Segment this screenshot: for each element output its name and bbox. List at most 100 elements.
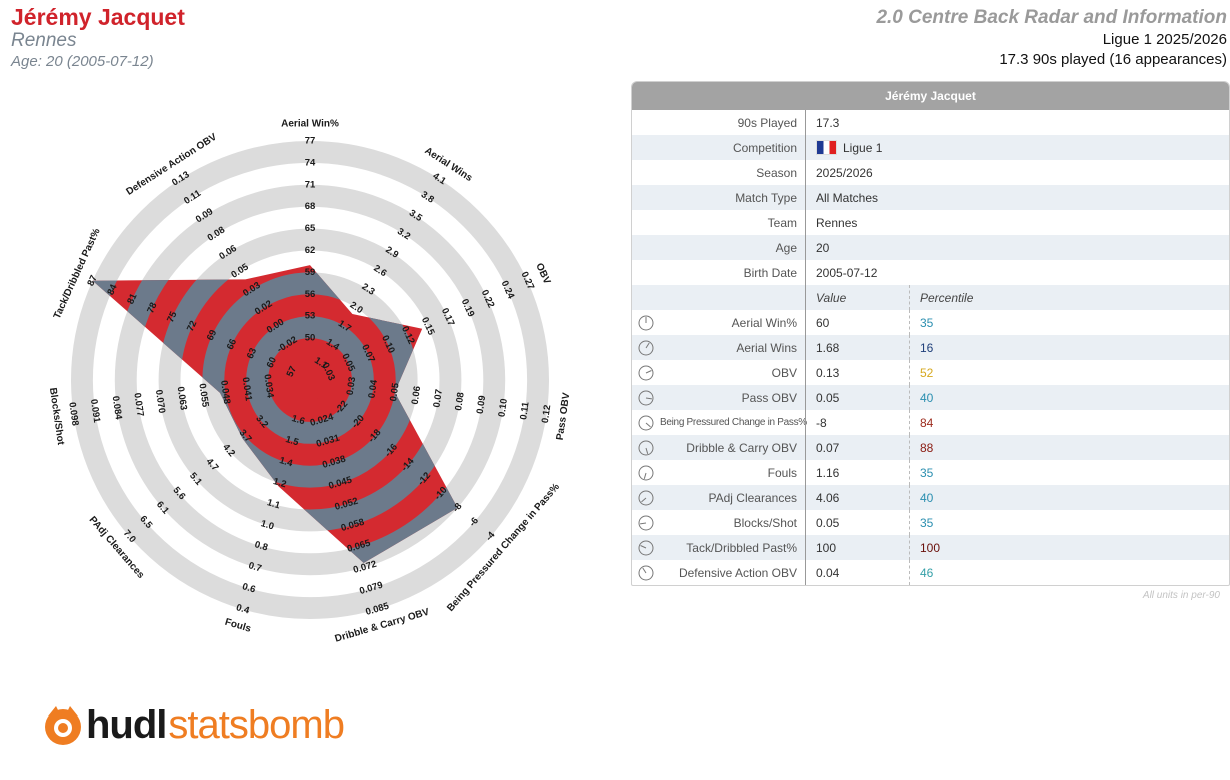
info-table: Jérémy Jacquet 90s Played 17.3 Competition… — [631, 81, 1230, 586]
logo-word-hudl: hudl — [86, 703, 167, 747]
radar-tick-label: 0.055 — [196, 383, 210, 409]
radar-tick-label: 0.041 — [240, 377, 254, 403]
radar-tick-label: 0.077 — [131, 392, 145, 417]
metric-value: 4.06 — [805, 485, 909, 510]
competition-value: Ligue 1 — [843, 140, 883, 155]
competition-line: Ligue 1 2025/2026 — [1102, 31, 1227, 48]
metric-dial-icon — [638, 365, 654, 380]
metric-row: Tack/Dribbled Past% 100 100 — [632, 535, 1229, 560]
metric-percentile: 40 — [909, 385, 933, 410]
metric-row: Defensive Action OBV 0.04 46 — [632, 560, 1229, 585]
info-row: Season 2025/2026 — [632, 160, 1229, 185]
radar-tick-label: 75 — [165, 309, 180, 324]
radar-tick-label: 71 — [305, 179, 316, 190]
info-label: Age — [775, 240, 797, 255]
metric-percentile: 40 — [909, 485, 933, 510]
metric-dial-icon — [638, 540, 654, 555]
metric-dial-icon — [638, 340, 654, 355]
info-value: 17.3 — [805, 110, 1229, 135]
metric-dial-icon — [638, 440, 654, 455]
metric-row: Pass OBV 0.05 40 — [632, 385, 1229, 410]
played-line: 17.3 90s played (16 appearances) — [999, 51, 1227, 68]
radar-axis-label: Blocks/Shot — [47, 387, 66, 446]
radar-tick-label: 0.09 — [475, 395, 489, 415]
info-row: Age 20 — [632, 235, 1229, 260]
info-row: Match Type All Matches — [632, 185, 1229, 210]
radar-tick-label: 72 — [185, 319, 199, 333]
metric-dial-icon — [638, 315, 654, 330]
radar-axis-label: Pass OBV — [555, 392, 573, 441]
info-label: Match Type — [735, 190, 797, 205]
radar-tick-label: 0.7 — [247, 560, 263, 574]
metric-row: Blocks/Shot 0.05 35 — [632, 510, 1229, 535]
percentile-column-header: Percentile — [909, 285, 973, 310]
metric-row: Aerial Win% 60 35 — [632, 310, 1229, 335]
radar-tick-label: 74 — [305, 157, 316, 168]
statsbomb-logo-icon — [45, 706, 81, 745]
metric-row: Fouls 1.16 35 — [632, 460, 1229, 485]
radar-polygon-band — [246, 316, 374, 444]
radar-ring — [114, 184, 506, 576]
metric-percentile: 16 — [909, 335, 933, 360]
info-value: 2025/2026 — [805, 160, 1229, 185]
metric-value: 0.05 — [805, 385, 909, 410]
metric-value: 0.05 — [805, 510, 909, 535]
radar-tick-label: 0.8 — [253, 539, 269, 553]
radar-tick-label: 60 — [265, 356, 279, 370]
radar-tick-label: 0.08 — [453, 392, 467, 412]
radar-tick-label: 0.6 — [241, 581, 257, 595]
radar-tick-label: 0.12 — [540, 404, 554, 424]
metric-percentile: 35 — [909, 510, 933, 535]
metric-label: OBV — [771, 365, 797, 380]
radar-tick-label: 56 — [305, 289, 316, 300]
radar-tick-label: 0.06 — [410, 385, 424, 405]
metric-label: Blocks/Shot — [733, 515, 797, 530]
radar-tick-label: 62 — [305, 245, 316, 256]
metric-value: 0.07 — [805, 435, 909, 460]
radar-tick-label: 69 — [205, 328, 219, 342]
metric-label: Being Pressured Change in Pass% — [660, 417, 807, 428]
radar-tick-label: 0.070 — [153, 389, 167, 414]
radar-tick-label: 0.098 — [66, 401, 80, 426]
metric-value: 1.68 — [805, 335, 909, 360]
radar-tick-label: 1.0 — [259, 518, 275, 532]
hudl-statsbomb-logo: hudl statsbomb — [40, 700, 345, 750]
value-column-header: Value — [805, 285, 909, 310]
radar-tick-label: 0.03 — [345, 376, 359, 396]
radar-tick-label: 84 — [105, 282, 120, 297]
radar-axis-label: Fouls — [224, 617, 253, 635]
metric-value: 0.04 — [805, 560, 909, 585]
metric-dial-icon — [638, 490, 654, 505]
player-name: Jérémy Jacquet — [11, 4, 185, 30]
info-label: 90s Played — [737, 115, 797, 130]
info-value: Rennes — [805, 210, 1229, 235]
radar-tick-label: 68 — [305, 201, 316, 212]
metric-label: Fouls — [767, 465, 797, 480]
france-flag-icon — [816, 140, 837, 155]
metric-label: Aerial Wins — [736, 340, 797, 355]
radar-ring — [70, 140, 550, 620]
metric-value: -8 — [805, 410, 909, 435]
metric-value: 1.16 — [805, 460, 909, 485]
metric-label: Aerial Win% — [731, 315, 797, 330]
team-name: Rennes — [11, 30, 77, 51]
radar-axis-label: Aerial Win% — [281, 119, 339, 130]
radar-tick-label: 0.07 — [431, 388, 445, 408]
info-value: All Matches — [805, 185, 1229, 210]
metric-label: PAdj Clearances — [708, 490, 798, 505]
metric-dial-icon — [638, 465, 654, 480]
radar-tick-label: 1.2 — [272, 476, 288, 490]
table-title: Jérémy Jacquet — [632, 82, 1229, 110]
radar-tick-label: 0.05 — [388, 382, 402, 403]
radar-tick-label: 65 — [305, 223, 316, 234]
metric-label: Tack/Dribbled Past% — [686, 540, 797, 555]
info-label: Birth Date — [743, 265, 797, 280]
info-value: 20 — [805, 235, 1229, 260]
info-row: 90s Played 17.3 — [632, 110, 1229, 135]
radar-chart: 505356596265687174771.11.41.72.02.32.62.… — [47, 119, 573, 645]
radar-tick-label: 0.10 — [496, 398, 510, 418]
radar-tick-label: 78 — [145, 301, 159, 315]
info-row: Team Rennes — [632, 210, 1229, 235]
metric-row: OBV 0.13 52 — [632, 360, 1229, 385]
radar-tick-label: 0.11 — [518, 401, 532, 421]
